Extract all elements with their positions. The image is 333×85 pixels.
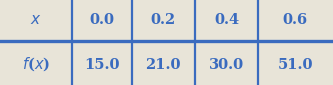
Text: 0.4: 0.4 bbox=[214, 13, 239, 27]
Text: 51.0: 51.0 bbox=[278, 58, 313, 72]
Text: 15.0: 15.0 bbox=[84, 58, 119, 72]
Text: 21.0: 21.0 bbox=[146, 58, 181, 72]
Text: $\mathit{x}$: $\mathit{x}$ bbox=[30, 13, 41, 27]
Text: 0.2: 0.2 bbox=[151, 13, 176, 27]
Text: 30.0: 30.0 bbox=[209, 58, 244, 72]
Text: 0.6: 0.6 bbox=[283, 13, 308, 27]
Text: $\mathit{f}$($\mathit{x}$): $\mathit{f}$($\mathit{x}$) bbox=[22, 56, 50, 73]
Text: 0.0: 0.0 bbox=[89, 13, 114, 27]
